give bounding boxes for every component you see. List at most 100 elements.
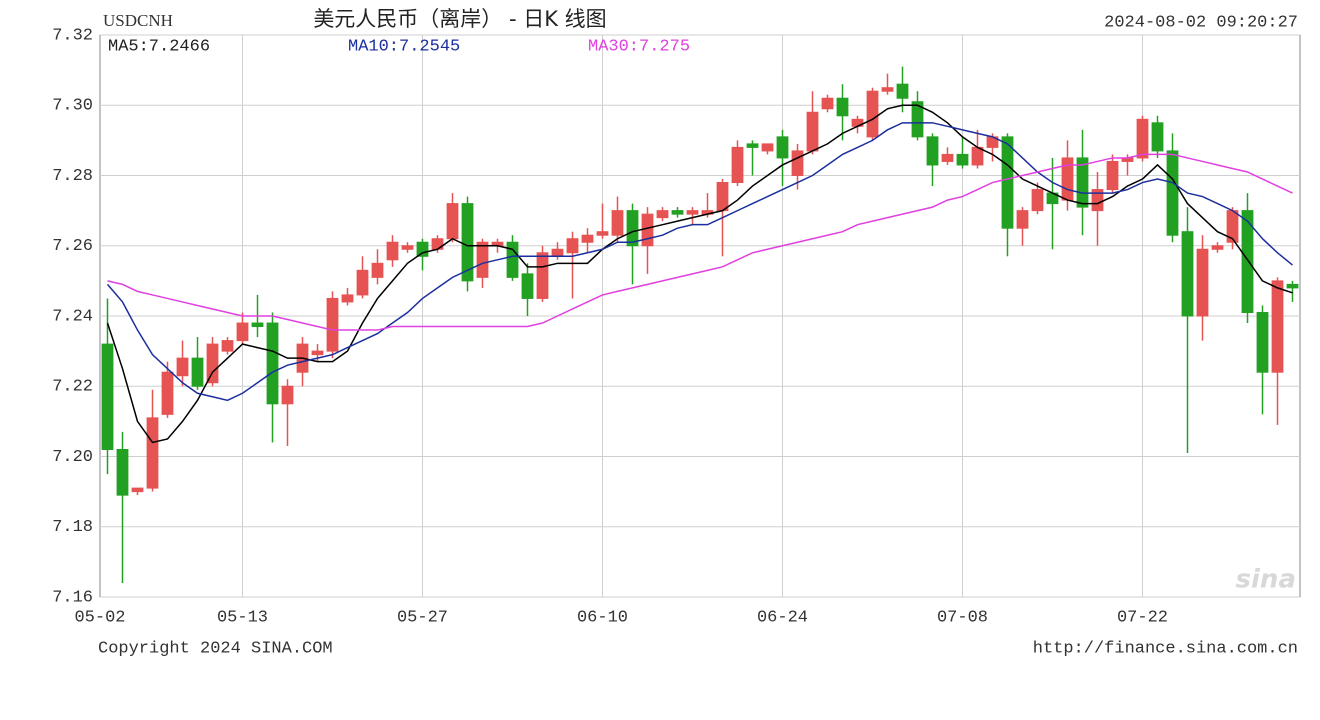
- candle-body: [716, 182, 729, 212]
- candle-body: [131, 487, 144, 493]
- candle-body: [581, 234, 594, 243]
- candle-body: [431, 238, 444, 250]
- candle-body: [746, 143, 759, 148]
- candle-body: [611, 210, 624, 236]
- candle-body: [926, 136, 939, 166]
- candle-body: [176, 357, 189, 377]
- candle-body: [941, 153, 954, 162]
- candle-body: [671, 210, 684, 215]
- x-tick-label: 07-22: [1117, 608, 1168, 627]
- candle-body: [686, 210, 699, 215]
- candle-body: [1031, 189, 1044, 212]
- symbol: USDCNH: [103, 11, 173, 30]
- candle-body: [896, 83, 909, 99]
- y-tick-label: 7.24: [52, 307, 93, 326]
- candle-body: [641, 213, 654, 247]
- y-tick-label: 7.32: [52, 26, 93, 45]
- candle-body: [1256, 311, 1269, 373]
- x-tick-label: 06-24: [757, 608, 808, 627]
- candle-body: [401, 245, 414, 250]
- candle-body: [1181, 231, 1194, 317]
- candle-body: [461, 203, 474, 282]
- candle-body: [866, 90, 879, 138]
- candle-body: [236, 322, 249, 342]
- candle-body: [1076, 157, 1089, 208]
- candle-body: [626, 210, 639, 247]
- candle-body: [281, 385, 294, 405]
- x-tick-label: 06-10: [577, 608, 628, 627]
- candle-body: [1106, 160, 1119, 191]
- candle-body: [146, 417, 159, 489]
- candle-body: [1196, 248, 1209, 317]
- candle-body: [1091, 189, 1104, 212]
- candle-body: [521, 273, 534, 299]
- candle-body: [971, 146, 984, 166]
- candle-body: [536, 252, 549, 299]
- candle-body: [821, 97, 834, 110]
- copyright: Copyright 2024 SINA.COM: [98, 639, 333, 658]
- candle-body: [1286, 283, 1299, 289]
- candle-body: [446, 203, 459, 240]
- candle-body: [506, 241, 519, 278]
- candle-body: [266, 322, 279, 405]
- legend-entry: MA5:7.2466: [108, 37, 210, 56]
- candle-body: [776, 136, 789, 159]
- chart-title: 美元人民币（离岸） - 日K 线图: [313, 7, 606, 31]
- candle-body: [791, 150, 804, 177]
- candle-body: [731, 146, 744, 184]
- candle-body: [356, 269, 369, 296]
- x-tick-label: 05-27: [397, 608, 448, 627]
- ma-line: [106, 122, 1293, 402]
- y-tick-label: 7.20: [52, 448, 93, 467]
- candle-body: [911, 101, 924, 138]
- y-tick-label: 7.26: [52, 237, 93, 256]
- candle-body: [551, 248, 564, 257]
- candle-body: [1166, 150, 1179, 236]
- candle-body: [386, 241, 399, 261]
- candle-body: [1211, 245, 1224, 250]
- candle-body: [1241, 210, 1254, 313]
- watermark: sina: [1236, 565, 1296, 595]
- candle-body: [221, 340, 234, 352]
- source-url: http://finance.sina.com.cn: [1033, 639, 1298, 658]
- candle-body: [311, 350, 324, 356]
- legend-entry: MA30:7.275: [588, 37, 690, 56]
- ma-line: [106, 104, 1293, 444]
- candle-body: [656, 210, 669, 219]
- candle-body: [206, 343, 219, 384]
- candle-body: [341, 294, 354, 303]
- candle-body: [881, 87, 894, 92]
- candle-body: [326, 297, 339, 352]
- timestamp: 2024-08-02 09:20:27: [1104, 13, 1298, 32]
- y-tick-label: 7.28: [52, 167, 93, 186]
- candle-body: [101, 343, 114, 450]
- candle-body: [566, 238, 579, 254]
- y-tick-label: 7.22: [52, 378, 93, 397]
- candle-body: [1001, 136, 1014, 229]
- x-tick-label: 07-08: [937, 608, 988, 627]
- candle-body: [1016, 210, 1029, 229]
- candle-body: [806, 111, 819, 152]
- candle-body: [161, 371, 174, 415]
- candle-body: [416, 241, 429, 257]
- ma-line: [107, 153, 1293, 331]
- candle-body: [1151, 122, 1164, 152]
- y-tick-label: 7.18: [52, 518, 93, 537]
- candle-body: [191, 357, 204, 387]
- y-tick-label: 7.16: [52, 588, 93, 607]
- candle-body: [116, 448, 129, 496]
- y-tick-label: 7.30: [52, 97, 93, 116]
- candle-body: [476, 241, 489, 278]
- candle-body: [956, 153, 969, 166]
- legend-entry: MA10:7.2545: [348, 37, 460, 56]
- candle-body: [371, 262, 384, 278]
- candle-body: [251, 322, 264, 328]
- x-tick-label: 05-13: [217, 608, 268, 627]
- candle-body: [761, 143, 774, 152]
- candle-body: [1271, 280, 1284, 373]
- candle-body: [596, 231, 609, 236]
- candle-body: [836, 97, 849, 117]
- x-tick-label: 05-02: [74, 608, 125, 627]
- candle-body: [1136, 118, 1149, 159]
